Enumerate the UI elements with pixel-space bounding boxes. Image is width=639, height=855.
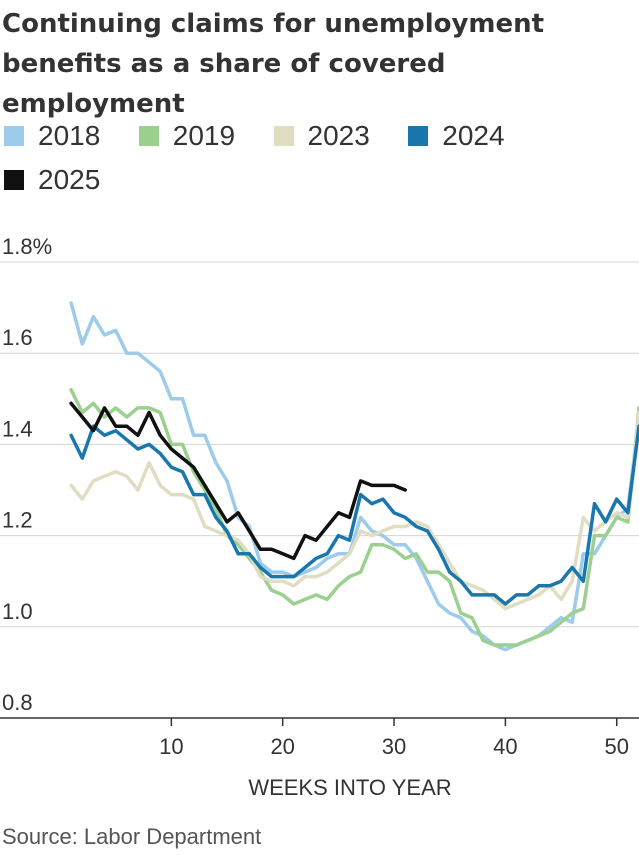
legend-swatch-2025 xyxy=(4,170,24,190)
y-tick-label: 1.0 xyxy=(2,599,33,624)
legend-label-2024: 2024 xyxy=(442,120,505,151)
y-tick-label: 1.6 xyxy=(2,325,33,350)
series-lines xyxy=(69,301,639,652)
y-axis: 0.8 1.0 1.2 1.4 1.6 1.8% xyxy=(2,234,52,715)
legend-label-2019: 2019 xyxy=(172,120,236,151)
source-note: Source: Labor Department xyxy=(2,824,262,849)
series-line-2019 xyxy=(69,387,639,647)
series-line-2025 xyxy=(69,401,407,561)
legend-item-2024: 2024 xyxy=(408,114,505,158)
chart-legend: 2018 2019 2023 2024 2025 xyxy=(4,114,624,202)
line-chart: 0.8 1.0 1.2 1.4 1.6 1.8% 10 20 30 40 50 WEEKS INT… xyxy=(0,234,639,800)
series-line-2024 xyxy=(69,424,639,606)
y-tick-label: 1.2 xyxy=(2,508,33,533)
series-line-2018 xyxy=(69,301,639,652)
x-tick-label: 50 xyxy=(604,734,628,759)
x-tick-label: 40 xyxy=(493,734,517,759)
y-tick-label: 1.4 xyxy=(2,416,33,441)
legend-swatch-2018 xyxy=(4,126,24,146)
x-tick-label: 10 xyxy=(159,734,183,759)
legend-label-2025: 2025 xyxy=(38,164,101,195)
series-line-2023 xyxy=(69,410,639,611)
x-axis: 10 20 30 40 50 xyxy=(0,717,639,759)
legend-item-2023: 2023 xyxy=(273,114,370,158)
chart-title: Continuing claims for unemployment benef… xyxy=(2,9,545,119)
legend-swatch-2023 xyxy=(273,126,294,146)
y-tick-label: 0.8 xyxy=(2,690,33,715)
y-tick-label: 1.8% xyxy=(2,234,52,259)
x-tick-label: 20 xyxy=(270,734,294,759)
x-axis-label: WEEKS INTO YEAR xyxy=(248,775,451,800)
legend-swatch-2019 xyxy=(138,126,159,146)
gridlines xyxy=(0,261,639,628)
legend-label-2018: 2018 xyxy=(38,120,101,151)
legend-item-2019: 2019 xyxy=(138,114,236,158)
legend-label-2023: 2023 xyxy=(307,120,370,151)
legend-swatch-2024 xyxy=(408,126,429,146)
legend-item-2018: 2018 xyxy=(4,114,100,158)
x-tick-label: 30 xyxy=(382,734,406,759)
legend-item-2025: 2025 xyxy=(4,158,100,202)
